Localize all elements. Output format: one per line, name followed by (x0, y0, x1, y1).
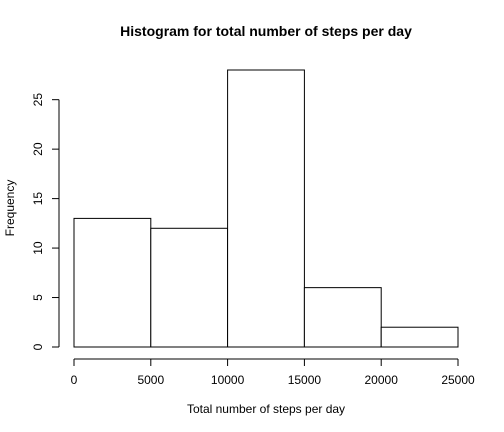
x-tick-label: 10000 (211, 373, 245, 387)
bars-group (73, 69, 459, 348)
y-tick-label: 20 (31, 142, 45, 156)
histogram-bar-1 (73, 217, 152, 348)
histogram-bar-5 (380, 326, 459, 348)
y-tick-label: 15 (31, 192, 45, 206)
histogram-bar-4 (303, 287, 382, 348)
y-tick-label: 5 (31, 294, 45, 301)
y-tick-label: 10 (31, 241, 45, 255)
y-tick-label: 0 (31, 343, 45, 350)
histogram-bar-2 (150, 227, 229, 348)
x-axis: 0 5000 10000 15000 20000 25000 (71, 358, 475, 387)
y-tick-label: 25 (31, 93, 45, 107)
histogram-bar-3 (227, 69, 305, 348)
x-tick-label: 25000 (441, 373, 475, 387)
x-tick-label: 5000 (137, 373, 164, 387)
x-tick-label: 0 (71, 373, 78, 387)
x-tick-label: 20000 (365, 373, 399, 387)
y-axis-label: Frequency (3, 180, 17, 237)
chart-title: Histogram for total number of steps per … (120, 23, 412, 39)
x-axis-label: Total number of steps per day (187, 402, 345, 416)
x-tick-label: 15000 (288, 373, 322, 387)
y-axis: 0 5 10 15 20 25 (31, 93, 60, 350)
